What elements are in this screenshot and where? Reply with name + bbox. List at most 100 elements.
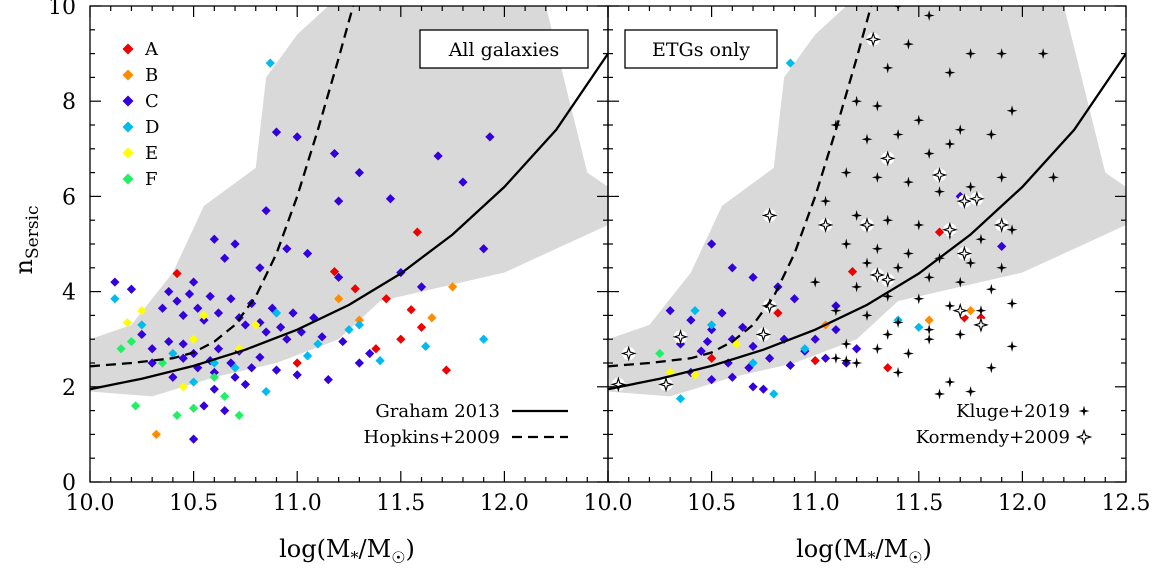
point-class-D xyxy=(800,344,810,354)
point-class-C xyxy=(172,296,182,306)
point-class-D xyxy=(137,320,147,330)
point-class-C xyxy=(189,434,199,444)
point-class-C xyxy=(261,206,271,216)
point-kluge-2019 xyxy=(996,171,1008,183)
point-kluge-2019 xyxy=(975,233,987,245)
point-class-C xyxy=(255,263,265,273)
point-class-C xyxy=(686,315,696,325)
star-legend: Kluge+2019 Kormendy+2009 xyxy=(916,401,1093,448)
plot-area xyxy=(608,6,1126,404)
point-kluge-2019 xyxy=(913,114,925,126)
point-class-A xyxy=(292,358,302,368)
point-kluge-2019 xyxy=(882,328,894,340)
x-tick-label: 12.5 xyxy=(1102,491,1151,516)
x-tick-label: 12.0 xyxy=(480,491,529,516)
point-class-C xyxy=(696,346,706,356)
point-class-A xyxy=(773,308,783,318)
point-kormendy-2009 xyxy=(869,267,886,283)
point-class-E xyxy=(251,320,261,330)
point-class-A xyxy=(396,334,406,344)
y-axis-label: nSersic xyxy=(10,206,43,275)
point-kluge-2019 xyxy=(944,138,956,150)
point-class-C xyxy=(292,132,302,142)
scatter-band xyxy=(90,6,608,397)
point-class-C xyxy=(178,339,188,349)
point-kluge-2019 xyxy=(944,67,956,79)
point-class-E xyxy=(731,339,742,349)
point-kluge-2019 xyxy=(830,119,842,131)
point-class-F xyxy=(655,348,665,359)
point-kluge-2019 xyxy=(1047,171,1059,183)
point-class-B xyxy=(354,315,364,325)
point-class-A xyxy=(847,267,858,277)
point-class-B xyxy=(334,294,344,304)
line-legend: Graham 2013 Hopkins+2009 xyxy=(364,401,568,448)
panel-title: All galaxies xyxy=(448,39,560,61)
point-class-C xyxy=(997,241,1007,251)
point-kluge-2019 xyxy=(861,257,873,269)
point-kluge-2019 xyxy=(923,148,935,160)
x-tick-label: 10.0 xyxy=(66,491,115,516)
point-class-E xyxy=(137,306,147,316)
point-class-C xyxy=(282,334,292,344)
x-tick-label: 11.0 xyxy=(273,491,322,516)
point-class-D xyxy=(344,325,354,335)
point-kluge-2019 xyxy=(923,271,935,283)
panel-title: ETGs only xyxy=(652,39,750,61)
point-kormendy-2009 xyxy=(952,302,969,319)
graham-2013-curve xyxy=(608,52,1126,391)
legend-marker-F xyxy=(122,173,134,185)
legend-label-F: F xyxy=(145,169,158,190)
point-class-D xyxy=(785,58,795,68)
point-kluge-2019 xyxy=(892,262,904,274)
y-tick-label: 10 xyxy=(48,0,76,20)
point-kluge-2019 xyxy=(830,352,842,364)
point-class-D xyxy=(479,334,489,344)
point-kormendy-2009 xyxy=(879,271,896,288)
point-kluge-2019 xyxy=(892,367,904,379)
point-kluge-2019 xyxy=(985,283,997,295)
point-kluge-2019 xyxy=(851,95,863,107)
x-tick-label: 10.5 xyxy=(687,491,736,516)
point-kluge-2019 xyxy=(871,343,883,355)
point-kluge-2019 xyxy=(851,357,863,369)
point-class-C xyxy=(744,363,754,373)
point-class-C xyxy=(485,132,495,142)
x-axis-label-left: log(M*/M☉) xyxy=(279,535,415,567)
point-kluge-2019 xyxy=(892,129,904,141)
point-kluge-2019 xyxy=(934,186,946,198)
point-class-F xyxy=(220,391,230,401)
point-kormendy-2009 xyxy=(610,376,627,393)
point-kormendy-2009 xyxy=(761,207,778,224)
point-kormendy-2009 xyxy=(658,376,674,393)
point-class-A xyxy=(441,365,451,375)
point-class-C xyxy=(184,289,195,299)
point-class-D xyxy=(675,394,686,404)
point-class-D xyxy=(230,363,240,373)
point-class-C xyxy=(178,353,188,363)
legend-label-A: A xyxy=(144,39,159,60)
legend-line-label: Hopkins+2009 xyxy=(364,427,500,448)
point-class-C xyxy=(271,127,282,137)
legend-label-C: C xyxy=(145,91,159,112)
point-class-C xyxy=(199,315,209,325)
point-kluge-2019 xyxy=(965,386,977,398)
point-kluge-2019 xyxy=(965,181,977,193)
point-kluge-2019 xyxy=(996,48,1008,60)
point-class-C xyxy=(334,196,344,206)
legend-marker-A xyxy=(122,43,134,55)
point-class-C xyxy=(213,308,224,318)
point-kluge-2019 xyxy=(1037,48,1049,60)
point-class-C xyxy=(707,375,717,385)
legend-filled-star xyxy=(1078,405,1090,417)
point-class-D xyxy=(690,306,700,316)
point-kluge-2019 xyxy=(902,38,914,50)
point-kormendy-2009 xyxy=(942,221,958,238)
point-kluge-2019 xyxy=(944,376,956,388)
point-kluge-2019 xyxy=(923,10,935,22)
point-class-A xyxy=(381,294,391,304)
point-class-C xyxy=(852,344,862,354)
point-class-B xyxy=(448,282,458,292)
point-class-C xyxy=(748,341,758,351)
y-tick-label: 0 xyxy=(62,471,76,496)
